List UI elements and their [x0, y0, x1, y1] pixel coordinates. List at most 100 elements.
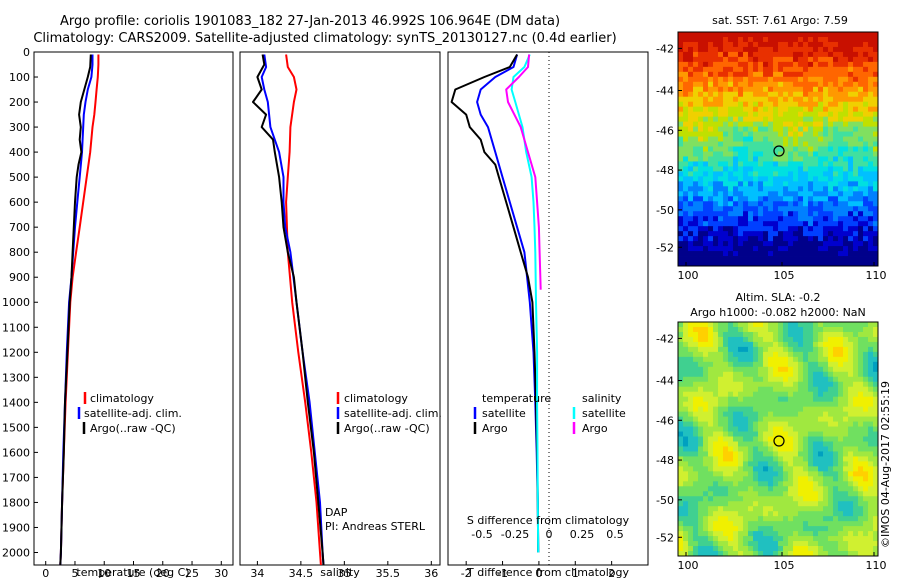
sst-cell [793, 71, 799, 78]
sla-cell [853, 406, 859, 413]
sst-cell [848, 126, 854, 132]
sla-cell [783, 461, 789, 467]
sst-cell [688, 136, 694, 142]
sla-cell [793, 406, 799, 413]
sst-cell [818, 211, 824, 217]
sst-cell [683, 96, 689, 103]
sst-cell [698, 66, 704, 73]
sla-cell [723, 386, 729, 393]
sla-cell [718, 481, 724, 487]
series-line [505, 54, 542, 290]
sla-cell [753, 341, 759, 348]
sla-cell [823, 446, 829, 452]
sla-cell [768, 516, 774, 522]
sst-cell [733, 181, 739, 187]
sla-cell [733, 386, 739, 393]
sst-cell [693, 56, 699, 63]
sst-cell [823, 121, 829, 127]
sla-cell [698, 391, 704, 398]
sst-cell [728, 221, 734, 227]
sst-cell [783, 96, 789, 103]
sst-cell [808, 116, 814, 123]
sla-cell [858, 551, 864, 557]
sst-cell [828, 206, 834, 212]
sla-cell [823, 326, 829, 333]
sst-cell [773, 86, 779, 93]
sst-cell [858, 206, 864, 212]
sst-cell [803, 211, 809, 217]
sst-cell [803, 32, 809, 38]
sst-cell [778, 226, 784, 232]
sst-cell [733, 191, 739, 197]
sst-cell [813, 136, 819, 142]
sla-cell [823, 546, 829, 552]
sla-cell [848, 401, 854, 408]
sla-cell [763, 421, 769, 427]
sst-cell [803, 221, 809, 227]
sla-cell [683, 331, 689, 338]
sla-cell [693, 346, 699, 353]
sla-cell [703, 376, 709, 383]
sst-cell [818, 161, 824, 167]
sst-cell [798, 246, 804, 252]
sst-cell [843, 166, 849, 172]
sst-cell [823, 186, 829, 192]
sst-cell [758, 71, 764, 78]
sst-cell [798, 141, 804, 147]
sst-cell [778, 36, 784, 43]
sla-cell [763, 416, 769, 422]
sst-map-frame [677, 31, 879, 267]
sst-cell [793, 206, 799, 212]
sla-cell [803, 406, 809, 413]
sst-cell [803, 106, 809, 113]
depth-tick-label: 700 [9, 221, 30, 234]
sst-cell [788, 126, 794, 132]
sla-cell [683, 436, 689, 442]
sst-cell [793, 161, 799, 167]
sla-cell [733, 416, 739, 422]
sla-cell [808, 506, 814, 512]
sst-cell [763, 191, 769, 197]
sla-cell [863, 381, 869, 388]
sla-cell [868, 501, 874, 507]
sla-cell [703, 466, 709, 472]
sst-cell [858, 32, 864, 38]
sla-cell [808, 481, 814, 487]
sla-cell [688, 351, 694, 358]
sst-cell [708, 81, 714, 88]
sst-cell [818, 206, 824, 212]
sla-cell [718, 466, 724, 472]
sla-cell [838, 466, 844, 472]
sla-cell [848, 322, 854, 328]
sst-cell [838, 231, 844, 237]
sst-cell [743, 256, 749, 262]
sla-cell [803, 416, 809, 422]
sst-cell [858, 251, 864, 257]
sla-cell [818, 396, 824, 403]
sst-cell [838, 41, 844, 48]
sst-cell [818, 116, 824, 123]
sla-cell [798, 401, 804, 408]
sla-cell [853, 341, 859, 348]
sla-cell [708, 491, 714, 497]
sst-cell [698, 131, 704, 137]
sst-cell [698, 41, 704, 48]
sla-cell [808, 336, 814, 343]
sst-cell [688, 81, 694, 88]
sla-cell [768, 361, 774, 368]
sst-cell [733, 221, 739, 227]
sst-cell [698, 211, 704, 217]
sst-cell [833, 121, 839, 127]
sst-cell [748, 141, 754, 147]
sla-cell [828, 331, 834, 338]
sla-cell [793, 466, 799, 472]
sst-cell [678, 181, 684, 187]
sla-cell [728, 521, 734, 527]
sst-cell [758, 51, 764, 58]
sst-cell [688, 166, 694, 172]
sst-cell [743, 226, 749, 232]
sst-cell [683, 61, 689, 68]
sla-cell [833, 366, 839, 373]
sla-cell [848, 436, 854, 442]
sla-cell [708, 331, 714, 338]
